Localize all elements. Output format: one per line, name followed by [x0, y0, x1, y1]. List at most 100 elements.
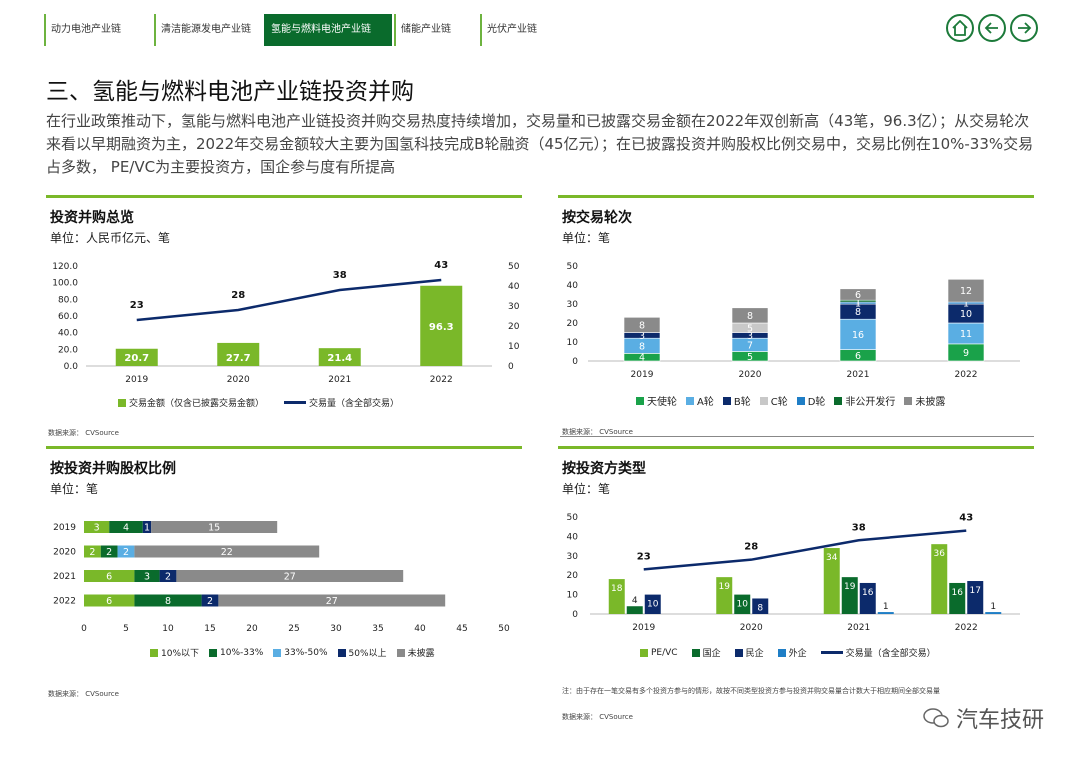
next-button[interactable]: [1010, 14, 1038, 42]
legend-item: 外企: [777, 646, 807, 659]
watermark-text: 汽车技研: [955, 708, 1044, 733]
segment-label: 10: [960, 309, 972, 320]
chart3-legend: 10%以下 10%-33% 33%-50% 50%以上 未披露: [150, 646, 435, 659]
x-tick-label: 2022: [955, 370, 978, 380]
round-bar-segment: [839, 288, 877, 301]
legend-label: 10%-33%: [220, 647, 264, 658]
segment-label: 2: [89, 547, 95, 558]
round-bar-segment: [947, 278, 985, 303]
panel1-source: 数据来源： CVSource: [48, 429, 119, 437]
legend-label: D轮: [807, 397, 826, 408]
equity-bar-segment: [84, 545, 101, 558]
segment-label: 1: [963, 299, 969, 310]
legend-swatch: [796, 396, 805, 405]
legend-swatch: [777, 648, 786, 657]
bar-value-label: 10: [647, 600, 659, 610]
right-axis-tick: 50: [508, 262, 520, 272]
x-tick-label: 2019: [632, 623, 655, 633]
panel2-title: 按交易轮次: [562, 210, 632, 226]
bar-value-label: 36: [934, 549, 946, 559]
amount-bar: [115, 348, 158, 366]
investor-bar: [967, 581, 984, 614]
legend-swatch: [150, 648, 158, 657]
amount-label: 21.4: [327, 353, 352, 364]
legend-label: 交易量（含全部交易）: [845, 649, 936, 659]
tab-hydrogen[interactable]: 氢能与燃料电池产业链: [264, 14, 392, 46]
segment-label: 8: [165, 596, 171, 607]
segment-label: 5: [747, 323, 753, 334]
segment-label: 3: [747, 331, 753, 342]
segment-label: 2: [123, 547, 129, 558]
legend-item: A轮: [686, 393, 714, 408]
home-button[interactable]: [946, 14, 974, 42]
chart1-legend: 交易金额（仅含已披露交易金额） 交易量（含全部交易）: [118, 396, 399, 409]
bar-value-label: 34: [826, 553, 838, 563]
legend-swatch: [636, 396, 644, 405]
bar-value-label: 4: [632, 596, 638, 606]
back-button[interactable]: [978, 14, 1006, 42]
y-axis-tick: 40: [567, 281, 579, 291]
legend-label: 非公开发行: [845, 397, 896, 408]
panel1-rule: [46, 195, 522, 198]
wechat-icon: [923, 708, 949, 728]
y-tick-label: 2019: [53, 523, 76, 533]
x-tick-label: 2020: [227, 375, 250, 385]
left-axis-tick: 60.0: [58, 312, 78, 322]
equity-bar-segment: [134, 594, 202, 607]
left-axis-tick: 80.0: [58, 295, 78, 305]
chart2-legend: 天使轮 A轮 B轮 C轮 D轮 非公开发行 未披露: [636, 393, 945, 408]
watermark: 汽车技研: [922, 702, 1044, 734]
chart-investment-overview: 0.0 20.0 40.0 60.0 80.0 100.0 120.0 0 10 20 30 40 50…: [52, 260, 520, 385]
count-line: [136, 278, 442, 322]
panel4-title: 按投资方类型: [562, 461, 646, 477]
section-tabs: 动力电池产业链 清洁能源发电产业链 氢能与燃料电池产业链 储能产业链 光伏产业链: [44, 14, 590, 46]
y-axis-tick: 10: [567, 338, 579, 348]
tab-storage[interactable]: 储能产业链: [394, 14, 478, 46]
x-tick-label: 2021: [847, 623, 870, 633]
segment-label: 8: [747, 311, 753, 322]
investor-bar: [877, 612, 894, 614]
legend-swatch: [734, 648, 743, 657]
legend-item: 非公开发行: [834, 393, 895, 408]
panel2-rule: [558, 195, 1034, 198]
amount-label: 27.7: [226, 353, 251, 364]
bar-value-label: 10: [737, 600, 749, 610]
segment-label: 4: [123, 523, 129, 534]
panel3-source: 数据来源： CVSource: [48, 690, 119, 698]
count-label: 38: [852, 522, 866, 533]
investor-bar: [734, 594, 751, 614]
legend-label: 未披露: [407, 649, 435, 659]
panel4-unit: 单位：笔: [562, 482, 611, 496]
investor-bar: [823, 548, 840, 614]
legend-item: D轮: [796, 393, 826, 408]
investor-bar: [626, 606, 643, 614]
x-tick-label: 2021: [328, 375, 351, 385]
x-axis-tick: 40: [414, 624, 426, 634]
segment-label: 4: [639, 353, 645, 364]
panel4-note: 注：由于存在一笔交易有多个投资方参与的情形，故按不同类型投资方参与投资并购交易量…: [562, 687, 940, 695]
equity-bar-segment: [176, 570, 404, 582]
tab-photovoltaic[interactable]: 光伏产业链: [480, 14, 588, 46]
x-axis-tick: 35: [372, 624, 383, 634]
bar-value-label: 1: [990, 602, 996, 612]
equity-bar-segment: [84, 570, 135, 582]
tab-clean-energy[interactable]: 清洁能源发电产业链: [154, 14, 262, 46]
legend-item: B轮: [722, 393, 751, 408]
x-axis-tick: 30: [330, 624, 342, 634]
legend-label: A轮: [697, 397, 714, 408]
y-axis-tick: 20: [567, 571, 579, 581]
tab-power-battery[interactable]: 动力电池产业链: [44, 14, 152, 46]
legend-swatch: [691, 648, 700, 657]
y-axis-tick: 30: [567, 300, 579, 310]
panel2-unit: 单位：笔: [562, 231, 611, 245]
left-axis-tick: 100.0: [52, 279, 78, 289]
equity-bar-segment: [134, 570, 160, 582]
segment-label: 2: [165, 572, 171, 583]
equity-bar-segment: [117, 545, 135, 558]
y-axis-tick: 20: [567, 319, 579, 329]
x-tick-label: 2022: [955, 623, 978, 633]
legend-item: 交易量（含全部交易）: [284, 396, 399, 409]
segment-label: 8: [639, 341, 645, 352]
legend-item: 未披露: [396, 646, 435, 659]
panel4-source: 数据来源： CVSource: [562, 713, 633, 721]
